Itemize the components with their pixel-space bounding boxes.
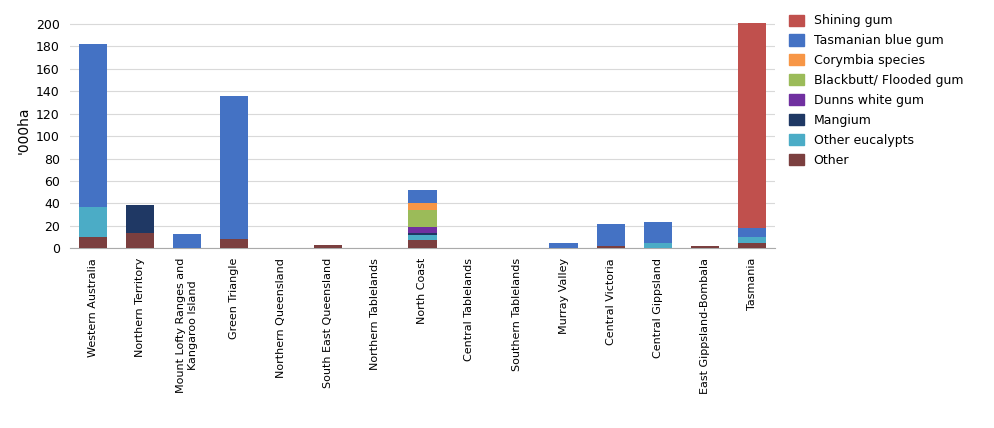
Bar (691, 246, 719, 248)
Bar (314, 245, 343, 248)
Bar (220, 239, 248, 248)
Bar (409, 210, 436, 227)
Bar (220, 96, 248, 239)
Bar (738, 243, 766, 248)
Bar (738, 237, 766, 243)
Bar (79, 237, 107, 248)
Bar (643, 243, 672, 248)
Bar (409, 232, 436, 235)
Bar (550, 243, 578, 248)
Bar (173, 234, 202, 248)
Bar (738, 23, 766, 228)
Bar (409, 235, 436, 241)
Bar (596, 223, 625, 246)
Bar (643, 223, 672, 243)
Bar (79, 207, 107, 237)
Bar (409, 203, 436, 210)
Legend: Shining gum, Tasmanian blue gum, Corymbia species, Blackbutt/ Flooded gum, Dunns: Shining gum, Tasmanian blue gum, Corymbi… (788, 15, 963, 166)
Bar (409, 190, 436, 203)
Bar (409, 241, 436, 248)
Bar (738, 228, 766, 237)
Bar (79, 44, 107, 207)
Bar (596, 246, 625, 248)
Y-axis label: '000ha: '000ha (17, 107, 31, 154)
Bar (409, 227, 436, 232)
Bar (126, 232, 154, 248)
Bar (126, 205, 154, 232)
